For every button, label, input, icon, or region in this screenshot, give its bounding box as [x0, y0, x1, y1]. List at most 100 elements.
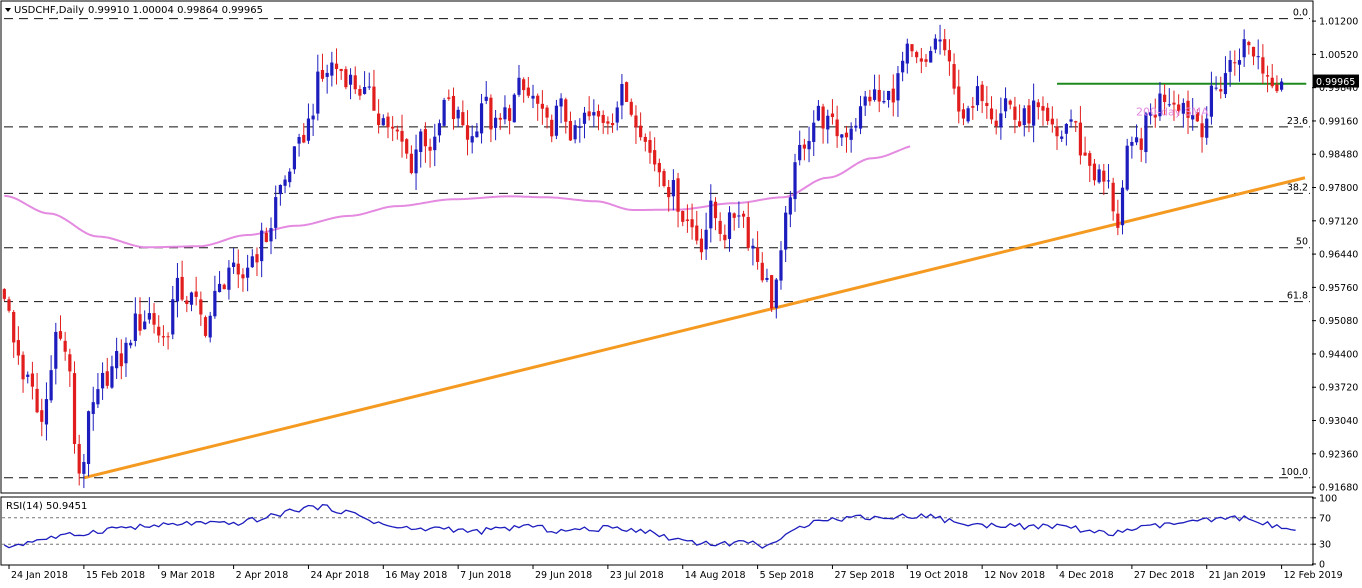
candle-body: [1237, 60, 1242, 65]
candle: [1228, 50, 1232, 87]
rsi-tick-label: 70: [1319, 513, 1331, 524]
candle-body: [1223, 73, 1228, 95]
candle: [910, 44, 914, 58]
candle: [821, 103, 825, 144]
candle-body: [498, 117, 502, 120]
candle: [1130, 136, 1134, 159]
candle-body: [1191, 115, 1195, 120]
candle: [877, 74, 881, 113]
candle: [975, 75, 980, 111]
price-tick-label: 0.95080: [1319, 316, 1358, 327]
candle: [30, 361, 35, 400]
candle-body: [671, 180, 675, 197]
time-tick-label: 27 Dec 2018: [1134, 570, 1195, 581]
candle: [100, 362, 105, 400]
ohlc-label: 0.99910 1.00004 0.99864 0.99965: [88, 5, 263, 16]
candle-body: [1116, 213, 1120, 228]
candle: [639, 112, 643, 141]
rsi-panel-frame: [0, 496, 1314, 566]
candle-body: [1046, 107, 1050, 122]
candle: [479, 93, 484, 144]
candle: [634, 105, 638, 144]
candle-body: [1251, 46, 1256, 57]
candle-body: [751, 245, 755, 249]
candle: [1022, 105, 1026, 137]
candle: [54, 322, 58, 385]
time-tick-label: 21 Jan 2019: [1209, 570, 1266, 581]
candle: [1060, 130, 1064, 142]
price-tick-label: 0.96440: [1319, 250, 1358, 261]
candle: [1013, 96, 1017, 134]
candle-body: [1163, 94, 1167, 102]
price-tick-label: 0.94400: [1319, 349, 1358, 360]
candle-body: [938, 39, 942, 42]
candle: [1186, 90, 1190, 134]
candle: [760, 252, 764, 283]
candle-body: [868, 96, 872, 102]
price-tick-label: 0.95760: [1319, 283, 1358, 294]
candle-body: [639, 125, 643, 138]
candle: [1270, 64, 1274, 89]
candle-body: [246, 267, 250, 278]
candle: [610, 113, 615, 133]
candle: [723, 224, 727, 249]
candle: [348, 68, 353, 100]
candle: [690, 203, 694, 240]
candle-body: [395, 129, 399, 132]
candle: [868, 89, 872, 106]
candle-body: [685, 219, 690, 221]
candle-body: [830, 113, 835, 118]
candle: [1097, 164, 1101, 184]
candle-body: [1097, 169, 1101, 183]
time-tick-label: 4 Dec 2018: [1059, 570, 1114, 581]
candle: [241, 268, 245, 292]
candle: [536, 93, 540, 121]
time-tick-label: 14 Aug 2018: [685, 570, 746, 581]
candle: [615, 101, 619, 131]
candle-body: [493, 117, 498, 128]
candle-body: [676, 178, 680, 212]
candle-body: [755, 247, 760, 262]
price-tick-label: 0.92360: [1319, 449, 1358, 460]
candle-body: [1050, 118, 1054, 125]
candle: [1214, 76, 1218, 91]
candle: [456, 106, 460, 127]
candle-body: [540, 103, 544, 109]
candle: [213, 275, 217, 319]
candle: [433, 123, 437, 167]
candle: [217, 271, 222, 293]
candle-body: [662, 171, 666, 186]
candle: [999, 97, 1003, 140]
candle-body: [1233, 62, 1237, 64]
candle-body: [896, 73, 900, 101]
candle: [1125, 138, 1129, 192]
candle: [367, 72, 371, 90]
candle: [316, 54, 320, 121]
candle: [676, 172, 680, 228]
candle-body: [26, 374, 30, 377]
time-tick-label: 27 Sep 2018: [834, 570, 894, 581]
candle-body: [512, 94, 516, 123]
candle: [157, 315, 161, 343]
candle-body: [1279, 81, 1284, 90]
candle-body: [1017, 121, 1022, 127]
candle: [222, 283, 226, 290]
candle-body: [770, 275, 774, 309]
candle: [119, 339, 123, 380]
candle: [713, 197, 718, 231]
dropdown-triangle-icon[interactable]: [5, 8, 11, 12]
candle: [414, 134, 418, 191]
candle-body: [503, 107, 507, 120]
candle: [470, 125, 474, 154]
symbol-label: USDCHF,Daily: [14, 5, 84, 16]
candle: [189, 291, 194, 312]
candle: [227, 260, 231, 300]
time-tick-label: 24 Apr 2018: [310, 570, 369, 581]
candle: [1083, 136, 1087, 156]
candle: [1153, 98, 1157, 128]
candle: [648, 131, 652, 164]
candle: [924, 54, 928, 67]
candle: [643, 133, 647, 152]
candle-body: [91, 402, 95, 414]
candle: [437, 119, 442, 143]
